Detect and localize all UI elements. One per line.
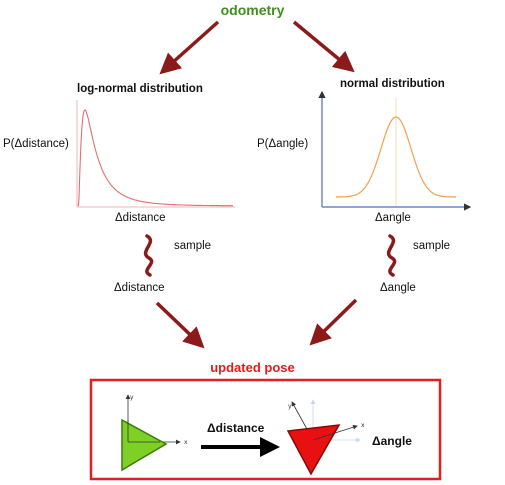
- sampled-distance: Δdistance: [114, 282, 165, 294]
- normal-xlabel: Δangle: [375, 212, 411, 224]
- sample-squiggle-left: [143, 234, 154, 277]
- pose-box: [89, 378, 442, 481]
- end-pose: y x: [286, 399, 365, 476]
- lognormal-ylabel: P(Δdistance): [3, 138, 69, 150]
- arrow-distance-to-pose: [155, 301, 205, 349]
- lognormal-plot: [76, 100, 235, 208]
- start-axis-x: x: [184, 439, 188, 446]
- normal-ylabel: P(Δangle): [257, 138, 309, 150]
- lognormal-xlabel: Δdistance: [115, 212, 166, 224]
- end-triangle: [286, 424, 341, 476]
- end-axis-x: x: [361, 422, 365, 429]
- sampled-angle: Δangle: [380, 282, 416, 294]
- odometry-title: odometry: [220, 2, 285, 18]
- arrow-to-normal: [292, 20, 355, 73]
- sample-squiggle-right: [386, 234, 397, 277]
- normal-heading: normal distribution: [340, 78, 445, 90]
- normal-plot: [318, 90, 472, 211]
- arrow-to-lognormal: [159, 20, 220, 75]
- sample-label-right: sample: [413, 240, 451, 252]
- move-label: Δdistance: [207, 421, 265, 435]
- lognormal-heading: log-normal distribution: [77, 83, 203, 95]
- lognormal-curve: [77, 109, 233, 207]
- sample-label-left: sample: [174, 240, 212, 252]
- turn-label: Δangle: [372, 434, 412, 448]
- updated-pose-title: updated pose: [210, 360, 295, 375]
- normal-curve: [336, 116, 456, 198]
- start-triangle: [121, 418, 168, 472]
- start-axis-y: y: [130, 394, 134, 401]
- arrow-angle-to-pose: [309, 298, 358, 346]
- start-pose: y x: [121, 394, 188, 472]
- end-axis-y: y: [288, 403, 292, 410]
